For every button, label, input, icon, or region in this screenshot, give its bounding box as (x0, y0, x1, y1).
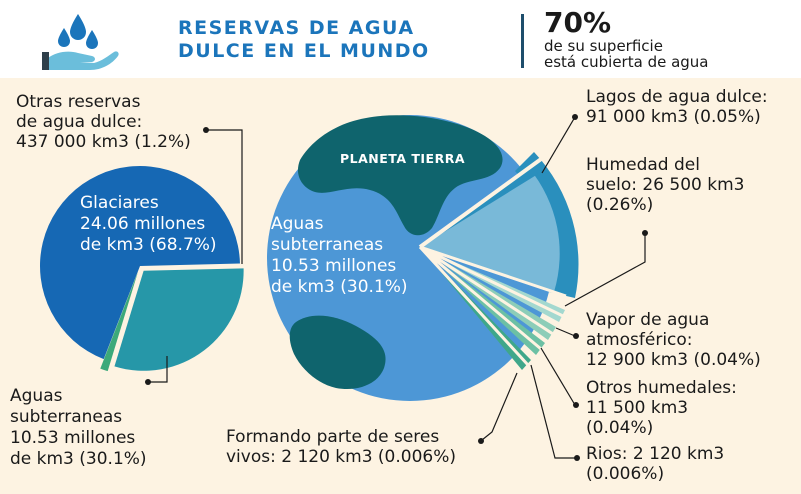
label-otros-humedales: Otros humedales: 11 500 km3 (0.04%) (586, 378, 737, 438)
separator-1 (418, 152, 550, 249)
label-rios: Rios: 2 120 km3 (0.006%) (586, 444, 724, 484)
slice-otras-reservas (100, 271, 139, 372)
slice-fan-gaps (418, 245, 567, 367)
leader-seres (481, 372, 518, 441)
label-aguas-subterraneas-left: Aguas subterraneas 10.53 millones de km3… (10, 386, 147, 470)
leader-vapor (555, 327, 576, 337)
humedad-wedge (420, 168, 560, 292)
label-line: Aguas (271, 214, 324, 234)
stat-description: de su superficie está cubierta de agua (544, 38, 709, 70)
left-pie-chart (40, 165, 244, 372)
water-drops-hand-icon (42, 14, 119, 70)
label-line: Otras reservas (16, 92, 141, 112)
label-line: 10.53 millones (271, 256, 397, 276)
dot-humedales (573, 402, 579, 408)
leader-humedales (540, 347, 576, 406)
label-aguas-subterraneas-right: Aguas subterraneas 10.53 millones de km3… (271, 214, 408, 298)
label-line: Vapor de agua (586, 310, 710, 330)
label-otras-reservas: Otras reservas de agua dulce: 437 000 km… (16, 92, 191, 152)
planet-label: PLANETA TIERRA (340, 151, 466, 166)
dot-humedad (642, 230, 648, 236)
stat-line-2: está cubierta de agua (544, 53, 709, 71)
label-line: Rios: 2 120 km3 (586, 444, 725, 464)
label-line: (0.04%) (586, 418, 654, 438)
leader-lagos (541, 116, 576, 174)
drop-3 (86, 30, 98, 49)
header-divider (521, 14, 524, 68)
dot-seres (478, 438, 484, 444)
label-line: 12 900 km3 (0.04%) (586, 350, 761, 370)
label-line: Aguas (10, 386, 63, 406)
title-line-2: DULCE EN EL MUNDO (178, 40, 430, 62)
label-seres-vivos: Formando parte de seres vivos: 2 120 km3… (226, 427, 456, 467)
leader-lines (148, 116, 646, 459)
label-line: 11 500 km3 (586, 398, 689, 418)
drop-2 (58, 28, 70, 47)
leader-aguas-left (148, 356, 168, 383)
dot-aguas-left (145, 379, 151, 385)
label-line: (0.26%) (586, 195, 654, 215)
label-line: Otros humedales: (586, 378, 737, 398)
title-line-1: RESERVAS DE AGUA (178, 17, 415, 39)
slice-glaciares (40, 165, 240, 360)
stat-value: 70% (544, 6, 612, 39)
label-line: 91 000 km3 (0.05%) (586, 107, 761, 127)
label-lagos: Lagos de agua dulce: 91 000 km3 (0.05%) (586, 87, 768, 127)
earth-land-north (297, 115, 503, 236)
leader-rios (530, 364, 575, 459)
label-humedad: Humedad del suelo: 26 500 km3 (0.26%) (586, 155, 744, 215)
hand-shape (48, 51, 119, 70)
label-line: de km3 (68.7%) (80, 235, 217, 255)
label-line: 437 000 km3 (1.2%) (16, 132, 191, 152)
label-line: subterraneas (10, 407, 123, 427)
wrist-cuff (42, 52, 49, 70)
leader-humedad (564, 233, 646, 307)
earth-pie-chart (267, 115, 579, 401)
leader-dots (145, 114, 648, 461)
label-line: atmosférico: (586, 330, 693, 350)
label-line: 24.06 millones (80, 214, 206, 234)
page-title: RESERVAS DE AGUA DULCE EN EL MUNDO (178, 17, 508, 63)
label-line: suelo: 26 500 km3 (586, 175, 745, 195)
label-line: Formando parte de seres (226, 427, 440, 447)
dot-lagos (572, 114, 578, 120)
slice-aguas-subterraneas (114, 268, 244, 371)
label-vapor: Vapor de agua atmosférico: 12 900 km3 (0… (586, 310, 761, 370)
label-line: Glaciares (80, 193, 159, 213)
label-glaciares: Glaciares 24.06 millones de km3 (68.7%) (80, 193, 217, 256)
dot-rios (574, 455, 580, 461)
label-line: Humedad del (586, 155, 700, 175)
label-line: 10.53 millones (10, 428, 136, 448)
label-line: de agua dulce: (16, 112, 143, 132)
earth-land-south (289, 315, 386, 390)
dot-otras (203, 127, 209, 133)
stat-line-1: de su superficie (544, 37, 663, 55)
label-line: Lagos de agua dulce: (586, 87, 768, 107)
drop-1 (70, 14, 86, 40)
dot-vapor (573, 333, 579, 339)
label-line: subterraneas (271, 235, 384, 255)
label-line: vivos: 2 120 km3 (0.006%) (226, 447, 457, 467)
leader-otras-reservas (208, 129, 243, 264)
label-line: (0.006%) (586, 464, 665, 484)
label-line: de km3 (30.1%) (10, 449, 147, 469)
label-line: de km3 (30.1%) (271, 277, 408, 297)
header-bar: RESERVAS DE AGUA DULCE EN EL MUNDO 70% d… (0, 0, 801, 78)
